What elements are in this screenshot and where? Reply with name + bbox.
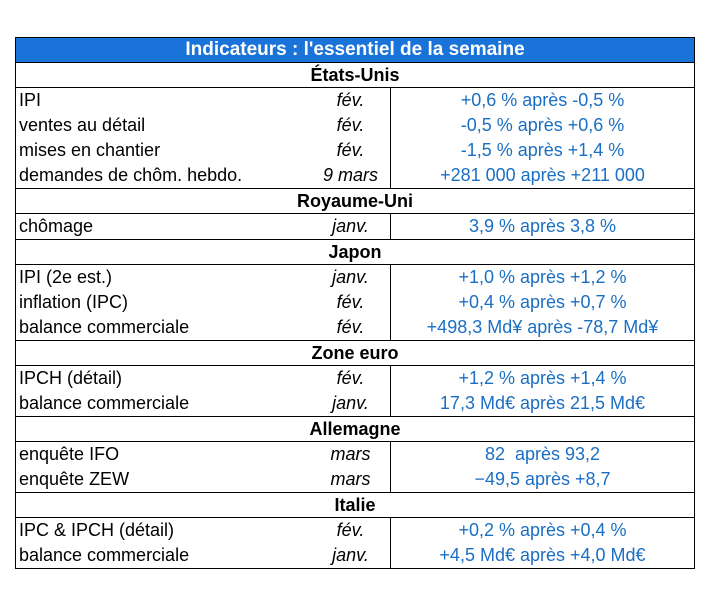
section-header: Zone euro	[16, 341, 694, 366]
indicator-value: +1,0 % après +1,2 %	[458, 267, 627, 287]
section-rows: IPC & IPCH (détail) fév. +0,2 % après +0…	[16, 518, 694, 568]
indicator-label: chômage	[19, 216, 94, 236]
table-title: Indicateurs : l'essentiel de la semaine	[16, 38, 694, 63]
table-row: enquête IFO mars 82 après 93,2	[16, 442, 694, 467]
indicator-value: +0,2 % après +0,4 %	[458, 520, 627, 540]
indicator-period: mars	[311, 467, 391, 492]
indicator-value: +1,2 % après +1,4 %	[458, 368, 627, 388]
indicators-table: Indicateurs : l'essentiel de la semaine …	[15, 37, 695, 569]
indicator-period: fév.	[311, 518, 391, 543]
indicator-period: fév.	[311, 113, 391, 138]
indicator-label: balance commerciale	[19, 545, 190, 565]
indicator-label: IPI	[19, 90, 42, 110]
indicator-value: −49,5 après +8,7	[474, 469, 611, 489]
indicator-value: 17,3 Md€ après 21,5 Md€	[439, 393, 646, 413]
table-row: IPI fév. +0,6 % après -0,5 %	[16, 88, 694, 113]
section-rows: enquête IFO mars 82 après 93,2 enquête Z…	[16, 442, 694, 493]
indicator-value: -0,5 % après +0,6 %	[460, 115, 625, 135]
indicator-value: -1,5 % après +1,4 %	[460, 140, 625, 160]
indicator-label: mises en chantier	[19, 140, 161, 160]
indicator-period: janv.	[311, 214, 391, 239]
table-row: balance commerciale janv. 17,3 Md€ après…	[16, 391, 694, 416]
indicator-period: fév.	[311, 138, 391, 163]
section-header: États-Unis	[16, 63, 694, 88]
indicator-period: janv.	[311, 543, 391, 568]
indicator-value: 3,9 % après 3,8 %	[468, 216, 617, 236]
indicator-value: +0,4 % après +0,7 %	[458, 292, 627, 312]
table-row: ventes au détail fév. -0,5 % après +0,6 …	[16, 113, 694, 138]
table-row: mises en chantier fév. -1,5 % après +1,4…	[16, 138, 694, 163]
section-header: Allemagne	[16, 417, 694, 442]
indicator-period: fév.	[311, 88, 391, 113]
indicator-value: +4,5 Md€ après +4,0 Md€	[439, 545, 646, 565]
section-header: Japon	[16, 240, 694, 265]
indicator-label: inflation (IPC)	[19, 292, 129, 312]
indicator-value: 82 après 93,2	[484, 444, 601, 464]
table-row: demandes de chôm. hebdo. 9 mars +281 000…	[16, 163, 694, 188]
table-row: enquête ZEW mars −49,5 après +8,7	[16, 467, 694, 492]
indicator-period: 9 mars	[311, 163, 391, 188]
table-row: IPI (2e est.) janv. +1,0 % après +1,2 %	[16, 265, 694, 290]
table-row: chômage janv. 3,9 % après 3,8 %	[16, 214, 694, 239]
indicator-label: IPCH (détail)	[19, 368, 123, 388]
indicator-label: balance commerciale	[19, 317, 190, 337]
indicator-label: enquête ZEW	[19, 469, 130, 489]
indicator-label: demandes de chôm. hebdo.	[19, 165, 243, 185]
table-row: inflation (IPC) fév. +0,4 % après +0,7 %	[16, 290, 694, 315]
indicator-label: enquête IFO	[19, 444, 120, 464]
indicator-label: IPC & IPCH (détail)	[19, 520, 175, 540]
indicator-value: +281 000 après +211 000	[440, 165, 645, 185]
indicator-period: fév.	[311, 366, 391, 391]
indicator-period: janv.	[311, 391, 391, 416]
indicator-label: balance commerciale	[19, 393, 190, 413]
indicator-period: fév.	[311, 290, 391, 315]
table-row: IPCH (détail) fév. +1,2 % après +1,4 %	[16, 366, 694, 391]
section-header: Italie	[16, 493, 694, 518]
indicator-value: +0,6 % après -0,5 %	[460, 90, 625, 110]
indicator-label: ventes au détail	[19, 115, 146, 135]
indicator-label: IPI (2e est.)	[19, 267, 113, 287]
indicator-value: +498,3 Md¥ après -78,7 Md¥	[426, 317, 659, 337]
indicator-period: fév.	[311, 315, 391, 340]
table-row: IPC & IPCH (détail) fév. +0,2 % après +0…	[16, 518, 694, 543]
section-rows: IPI (2e est.) janv. +1,0 % après +1,2 % …	[16, 265, 694, 341]
section-rows: chômage janv. 3,9 % après 3,8 %	[16, 214, 694, 240]
indicator-period: janv.	[311, 265, 391, 290]
indicator-period: mars	[311, 442, 391, 467]
section-rows: IPI fév. +0,6 % après -0,5 % ventes au d…	[16, 88, 694, 189]
table-row: balance commerciale fév. +498,3 Md¥ aprè…	[16, 315, 694, 340]
table-row: balance commerciale janv. +4,5 Md€ après…	[16, 543, 694, 568]
section-header: Royaume-Uni	[16, 189, 694, 214]
section-rows: IPCH (détail) fév. +1,2 % après +1,4 % b…	[16, 366, 694, 417]
